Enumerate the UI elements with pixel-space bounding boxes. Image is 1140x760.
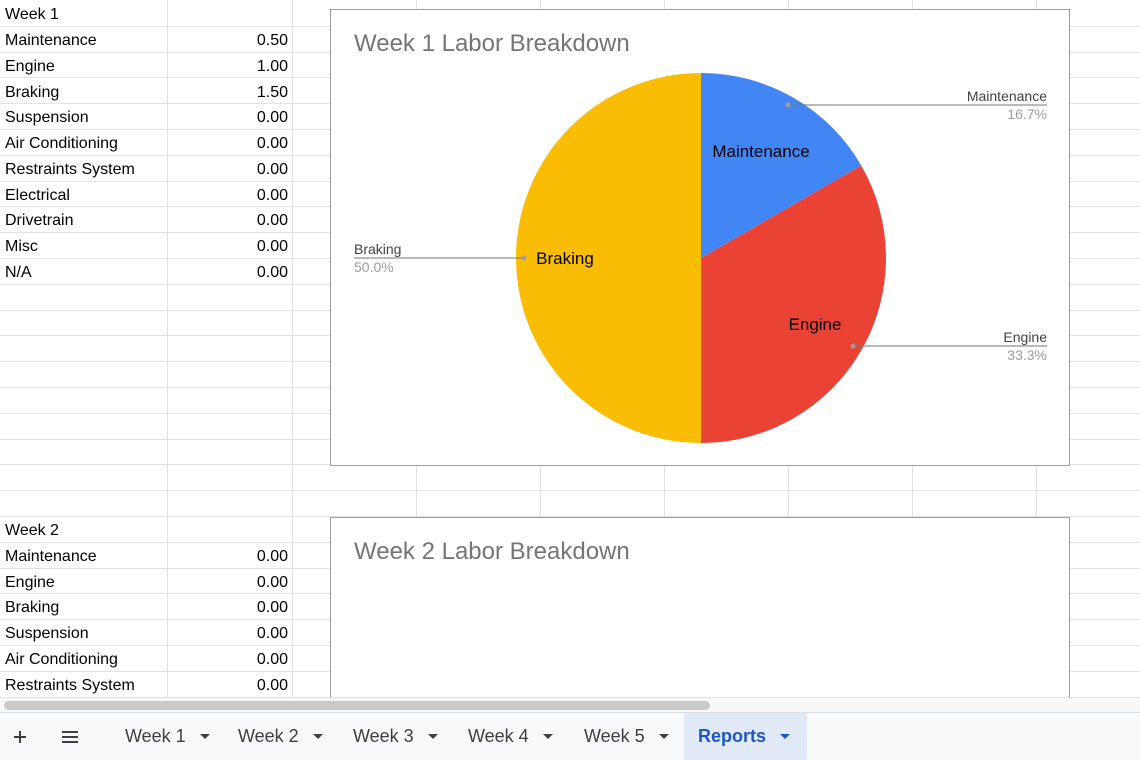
- chevron-down-icon[interactable]: [780, 734, 791, 739]
- week2-value-maintenance[interactable]: 0.00: [256, 548, 288, 565]
- week1-label-air-conditioning[interactable]: Air Conditioning: [5, 135, 118, 152]
- tab-week-1[interactable]: Week 1: [111, 713, 224, 760]
- week1-value-electrical[interactable]: 0.00: [256, 187, 288, 204]
- chevron-down-icon[interactable]: [658, 734, 669, 739]
- menu-icon[interactable]: [50, 713, 90, 760]
- pie-inside-label-engine: Engine: [789, 315, 842, 334]
- week1-label-misc[interactable]: Misc: [5, 238, 38, 255]
- week2-label-engine[interactable]: Engine: [5, 574, 55, 591]
- callout-dot-engine: [850, 343, 856, 349]
- tab-week-5[interactable]: Week 5: [570, 713, 683, 760]
- tab-week-4[interactable]: Week 4: [454, 713, 567, 760]
- week2-label-restraints-system[interactable]: Restraints System: [5, 677, 135, 694]
- week1-label-engine[interactable]: Engine: [5, 58, 55, 75]
- week2-value-braking[interactable]: 0.00: [256, 599, 288, 616]
- row-divider: [0, 516, 1140, 517]
- week1-label-electrical[interactable]: Electrical: [5, 187, 70, 204]
- week1-value-engine[interactable]: 1.00: [256, 58, 288, 75]
- horizontal-scrollbar[interactable]: [0, 697, 1140, 713]
- sheet-tab-bar: Week 1 Week 2 Week 3 Week 4 Week 5 Repor…: [0, 712, 1140, 760]
- column-divider: [292, 0, 293, 697]
- week2-label-suspension[interactable]: Suspension: [5, 625, 89, 642]
- callout-percent-braking: 50.0%: [354, 259, 394, 275]
- week1-label-restraints-system[interactable]: Restraints System: [5, 161, 135, 178]
- callout-label-maintenance: Maintenance: [967, 88, 1047, 104]
- callout-percent-engine: 33.3%: [1007, 347, 1047, 363]
- week1-value-air-conditioning[interactable]: 0.00: [256, 135, 288, 152]
- chevron-down-icon[interactable]: [199, 734, 210, 739]
- column-divider: [167, 0, 168, 697]
- week2-header[interactable]: Week 2: [5, 522, 59, 539]
- pie-slice-maintenance[interactable]: [701, 73, 862, 258]
- week2-pie-chart[interactable]: Week 2 Labor Breakdown: [330, 517, 1070, 697]
- tab-reports[interactable]: Reports: [684, 713, 807, 760]
- week1-label-maintenance[interactable]: Maintenance: [5, 32, 97, 49]
- callout-percent-maintenance: 16.7%: [1007, 106, 1047, 122]
- tab-label: Reports: [698, 726, 767, 746]
- callout-label-braking: Braking: [354, 241, 401, 257]
- chart1-title: Week 1 Labor Breakdown: [354, 30, 630, 57]
- plus-icon[interactable]: [0, 713, 40, 760]
- week1-value-restraints-system[interactable]: 0.00: [256, 161, 288, 178]
- pie-inside-label-maintenance: Maintenance: [712, 142, 809, 161]
- week1-value-braking[interactable]: 1.50: [256, 84, 288, 101]
- week2-label-braking[interactable]: Braking: [5, 599, 60, 616]
- tab-week-2[interactable]: Week 2: [224, 713, 337, 760]
- callout-dot-braking: [521, 255, 527, 261]
- week2-value-suspension[interactable]: 0.00: [256, 625, 288, 642]
- week1-value-maintenance[interactable]: 0.50: [256, 32, 288, 49]
- row-divider: [0, 490, 1140, 491]
- tab-label: Week 5: [584, 726, 645, 746]
- pie-slice-engine[interactable]: [701, 165, 887, 444]
- week2-label-maintenance[interactable]: Maintenance: [5, 548, 97, 565]
- tab-week-3[interactable]: Week 3: [339, 713, 452, 760]
- callout-label-engine: Engine: [1003, 329, 1047, 345]
- pie-inside-label-braking: Braking: [536, 249, 594, 268]
- chevron-down-icon[interactable]: [427, 734, 438, 739]
- chevron-down-icon[interactable]: [542, 734, 553, 739]
- week1-label-drivetrain[interactable]: Drivetrain: [5, 212, 74, 229]
- tab-label: Week 4: [468, 726, 529, 746]
- week1-label-braking[interactable]: Braking: [5, 84, 60, 101]
- week2-label-air-conditioning[interactable]: Air Conditioning: [5, 651, 118, 668]
- week1-value-suspension[interactable]: 0.00: [256, 109, 288, 126]
- tab-label: Week 3: [353, 726, 414, 746]
- tab-label: Week 1: [125, 726, 186, 746]
- week1-header[interactable]: Week 1: [5, 6, 59, 23]
- week1-label-na[interactable]: N/A: [5, 264, 32, 281]
- pie-slice-braking[interactable]: [516, 73, 701, 443]
- chart2-title: Week 2 Labor Breakdown: [354, 538, 630, 565]
- spreadsheet-grid[interactable]: Week 1 Maintenance 0.50 Engine 1.00 Brak…: [0, 0, 1140, 697]
- week1-value-drivetrain[interactable]: 0.00: [256, 212, 288, 229]
- week2-value-engine[interactable]: 0.00: [256, 574, 288, 591]
- scrollbar-thumb[interactable]: [4, 701, 710, 710]
- week1-label-suspension[interactable]: Suspension: [5, 109, 89, 126]
- pie-chart-canvas: Maintenance Engine Braking Maintenance 16.7%…: [354, 73, 1047, 444]
- week2-value-restraints-system[interactable]: 0.00: [256, 677, 288, 694]
- week2-value-air-conditioning[interactable]: 0.00: [256, 651, 288, 668]
- tab-label: Week 2: [238, 726, 299, 746]
- chevron-down-icon[interactable]: [312, 734, 323, 739]
- week1-pie-chart[interactable]: Week 1 Labor Breakdown Maintenance Engine…: [330, 9, 1070, 466]
- callout-dot-maintenance: [785, 102, 791, 108]
- week1-value-misc[interactable]: 0.00: [256, 238, 288, 255]
- week1-value-na[interactable]: 0.00: [256, 264, 288, 281]
